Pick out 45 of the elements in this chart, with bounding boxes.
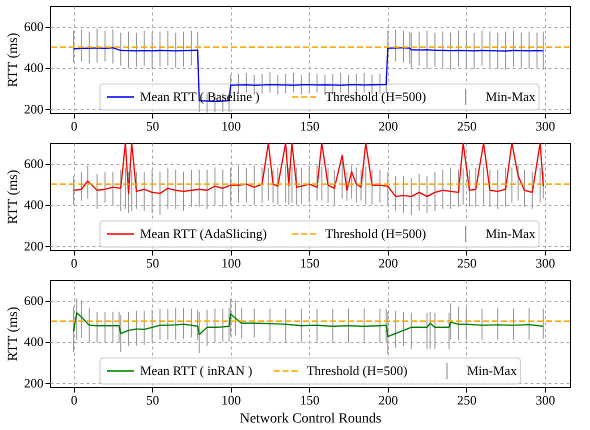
x-tick-label: 0 <box>70 118 78 134</box>
y-axis-title: RTT (ms) <box>6 306 21 362</box>
y-axis-title: RTT (ms) <box>6 169 21 224</box>
y-tick-label: 200 <box>24 238 44 254</box>
x-tick-label: 250 <box>457 118 477 134</box>
x-tick-label: 0 <box>70 256 78 270</box>
y-tick-label: 400 <box>24 334 44 350</box>
y-tick-label: 400 <box>24 197 44 212</box>
line-series <box>72 312 544 338</box>
y-tick-label: 600 <box>24 19 44 34</box>
line-series <box>72 143 544 198</box>
x-tick-label: 150 <box>300 392 320 408</box>
x-tick-label: 50 <box>146 392 160 408</box>
annotation: Min-Max <box>486 89 536 104</box>
x-tick-label: 50 <box>146 256 160 270</box>
x-tick-label: 100 <box>221 256 241 270</box>
annotation: Min-Max <box>467 363 518 378</box>
x-tick-label: 300 <box>536 118 556 134</box>
y-tick-label: 200 <box>24 375 44 390</box>
legend-label: Threshold (H=500) <box>325 89 426 104</box>
x-tick-label: 300 <box>536 256 556 270</box>
x-tick-label: 200 <box>378 392 398 408</box>
y-tick-label: 600 <box>24 156 44 172</box>
annotation: Min-Max <box>486 226 536 241</box>
x-tick-label: 0 <box>70 392 78 408</box>
y-tick-label: 200 <box>24 101 44 116</box>
x-tick-label: 100 <box>221 118 241 134</box>
x-tick-label: 150 <box>300 118 320 134</box>
y-axis-title: RTT (ms) <box>6 32 21 88</box>
legend-label: Mean RTT (AdaSlicing) <box>140 226 267 241</box>
x-tick-label: 300 <box>536 392 556 408</box>
line-series <box>72 47 544 102</box>
x-tick-label: 100 <box>221 392 241 408</box>
y-tick-label: 600 <box>24 293 44 308</box>
x-tick-label: 200 <box>378 118 398 134</box>
y-tick-label: 400 <box>24 60 44 76</box>
legend-label: Threshold (H=500) <box>325 226 426 241</box>
x-tick-label: 200 <box>378 256 398 270</box>
x-axis-title: Network Control Rounds <box>240 412 382 426</box>
legend-label: Threshold (H=500) <box>306 363 408 378</box>
x-tick-label: 50 <box>146 118 160 134</box>
x-tick-label: 250 <box>457 256 477 270</box>
x-tick-label: 250 <box>457 392 477 408</box>
x-tick-label: 150 <box>300 256 320 270</box>
legend-label: Mean RTT ( inRAN ) <box>140 363 252 378</box>
